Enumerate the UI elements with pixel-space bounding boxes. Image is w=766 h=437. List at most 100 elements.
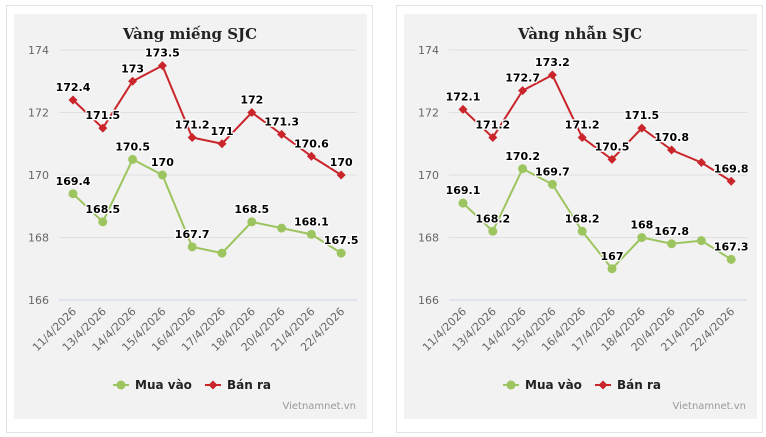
data-label: 168.5 bbox=[85, 203, 120, 216]
series-line-mua-vao bbox=[72, 158, 342, 255]
plot-background bbox=[404, 14, 757, 419]
legend-marker-icon bbox=[116, 380, 126, 390]
legend-label: Mua vào bbox=[135, 378, 192, 392]
y-tick-label: 166 bbox=[418, 294, 439, 307]
data-point bbox=[68, 95, 78, 105]
data-label: 170 bbox=[330, 156, 353, 169]
data-label: 172.4 bbox=[56, 81, 91, 94]
chart-title: Vàng miếng SJC bbox=[122, 25, 257, 43]
data-point bbox=[98, 123, 108, 133]
data-point bbox=[637, 123, 647, 133]
data-point bbox=[336, 170, 346, 180]
data-label: 168.1 bbox=[294, 215, 329, 228]
series-line-ban-ra bbox=[462, 73, 732, 183]
chart-card-vang-nhan: Vàng nhẫn SJC 166 168 170 172 174 11/4/2026 13/… bbox=[396, 5, 763, 433]
y-tick-label: 168 bbox=[418, 232, 439, 245]
data-label: 173.2 bbox=[535, 56, 570, 69]
data-label: 169.8 bbox=[714, 162, 749, 175]
data-point bbox=[277, 223, 287, 233]
data-label: 171.5 bbox=[624, 109, 659, 122]
data-point bbox=[726, 254, 736, 264]
data-label: 167 bbox=[601, 250, 624, 263]
data-label: 168.2 bbox=[475, 212, 510, 225]
data-point bbox=[187, 242, 197, 252]
plot-background bbox=[14, 14, 367, 419]
data-point bbox=[607, 154, 617, 164]
watermark: Vietnamnet.vn bbox=[282, 401, 356, 412]
data-point bbox=[667, 239, 677, 249]
data-point bbox=[128, 76, 138, 86]
data-point bbox=[696, 158, 706, 167]
legend-marker-icon bbox=[506, 380, 516, 390]
data-label: 167.7 bbox=[175, 228, 210, 241]
data-label: 170.8 bbox=[654, 131, 689, 144]
chart-title: Vàng nhẫn SJC bbox=[517, 25, 642, 43]
series-line-mua-vao bbox=[462, 167, 732, 271]
data-label: 170.6 bbox=[294, 137, 329, 150]
data-label: 172.7 bbox=[505, 72, 540, 85]
data-point bbox=[217, 248, 227, 258]
data-label: 170.5 bbox=[595, 140, 630, 153]
data-label: 172 bbox=[240, 94, 263, 107]
data-point bbox=[667, 145, 677, 155]
line-chart: Vàng miếng SJC16616817017217411/4/202613… bbox=[14, 14, 367, 419]
data-label: 171.3 bbox=[264, 115, 299, 128]
y-tick-label: 172 bbox=[28, 107, 49, 120]
data-point bbox=[458, 198, 468, 208]
data-point bbox=[157, 61, 167, 71]
data-label: 171 bbox=[211, 125, 234, 138]
data-label: 173 bbox=[121, 62, 144, 75]
data-point bbox=[187, 133, 197, 142]
legend-marker-icon bbox=[598, 380, 608, 390]
data-point bbox=[157, 170, 167, 180]
data-label: 168.2 bbox=[565, 212, 600, 225]
data-label: 172.1 bbox=[446, 90, 481, 103]
chart-card-vang-mieng: Vàng miếng SJC 166 168 170 172 174 11/4/2026 13… bbox=[6, 5, 373, 433]
data-label: 167.3 bbox=[714, 240, 749, 253]
legend-label: Bán ra bbox=[227, 378, 271, 392]
y-tick-label: 174 bbox=[28, 44, 49, 57]
data-label: 170 bbox=[151, 156, 174, 169]
data-label: 169.1 bbox=[446, 184, 481, 197]
data-label: 171.2 bbox=[175, 119, 210, 132]
data-point bbox=[247, 108, 257, 117]
data-label: 170.2 bbox=[505, 150, 540, 163]
data-point bbox=[217, 139, 227, 149]
data-label: 171.2 bbox=[475, 119, 510, 132]
line-chart: Vàng nhẫn SJC16616817017217411/4/202613/… bbox=[404, 14, 757, 419]
data-point bbox=[98, 217, 108, 227]
data-label: 169.7 bbox=[535, 165, 570, 178]
data-point bbox=[68, 189, 78, 199]
data-label: 167.5 bbox=[324, 234, 359, 247]
data-point bbox=[607, 264, 617, 274]
data-point bbox=[306, 151, 316, 161]
data-point bbox=[336, 248, 346, 258]
y-tick-label: 170 bbox=[418, 169, 439, 182]
y-tick-label: 168 bbox=[28, 232, 49, 245]
data-label: 171.2 bbox=[565, 119, 600, 132]
data-point bbox=[696, 236, 706, 246]
data-point bbox=[458, 104, 468, 114]
data-label: 168.5 bbox=[234, 203, 269, 216]
legend-label: Mua vào bbox=[525, 378, 582, 392]
y-tick-label: 174 bbox=[418, 44, 439, 57]
data-point bbox=[306, 229, 316, 239]
data-label: 167.8 bbox=[654, 225, 689, 238]
watermark: Vietnamnet.vn bbox=[672, 401, 746, 412]
data-point bbox=[547, 179, 557, 189]
data-point bbox=[488, 133, 498, 142]
data-point bbox=[488, 226, 498, 236]
data-point bbox=[547, 70, 557, 80]
data-point bbox=[726, 176, 736, 186]
series-line-ban-ra bbox=[72, 64, 342, 176]
data-point bbox=[577, 133, 587, 142]
legend-marker-icon bbox=[208, 380, 218, 390]
data-point bbox=[247, 217, 257, 227]
data-point bbox=[518, 86, 528, 96]
data-point bbox=[277, 129, 287, 139]
data-point bbox=[637, 233, 647, 242]
data-label: 170.5 bbox=[115, 140, 150, 153]
data-label: 171.5 bbox=[85, 109, 120, 122]
legend-label: Bán ra bbox=[617, 378, 661, 392]
data-label: 168 bbox=[630, 219, 653, 232]
